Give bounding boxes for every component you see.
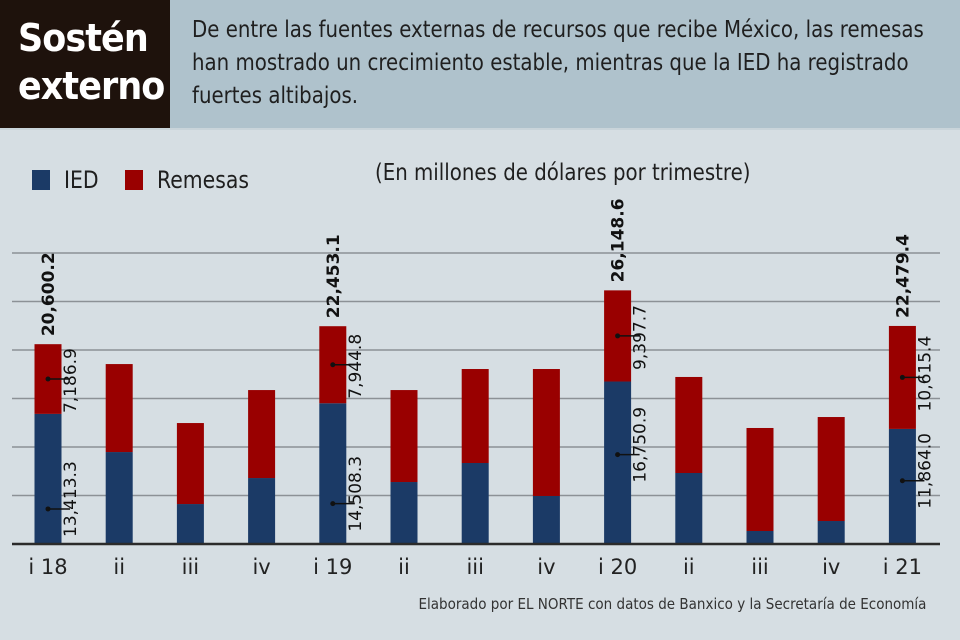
x-tick-label: ii [113, 555, 125, 579]
legend-label-remesas: Remesas [156, 166, 249, 194]
bar-ied [461, 463, 489, 544]
source-note: Elaborado por EL NORTE con datos de Banx… [417, 595, 926, 613]
title-line-2: externo [18, 64, 165, 108]
x-tick-label: i 19 [313, 555, 352, 579]
chart-title: Sostén externo [18, 14, 165, 110]
x-tick-label: iii [751, 555, 769, 579]
bar-remesas [817, 417, 845, 522]
total-value-label: 22,479.4 [893, 234, 913, 318]
remesas-value-label: 9,397.7 [631, 305, 651, 370]
bar-ied [746, 531, 774, 544]
x-tick-label: iv [252, 555, 270, 579]
bar-remesas [461, 369, 489, 464]
legend-label-ied: IED [64, 166, 99, 194]
bar-ied [817, 521, 845, 544]
bar-ied [532, 495, 560, 544]
bar-ied [319, 403, 347, 544]
x-tick-label: iii [182, 555, 200, 579]
x-tick-label: iv [537, 555, 555, 579]
x-tick-label: i 18 [28, 555, 67, 579]
x-tick-label: i 20 [598, 555, 637, 579]
bar-remesas [248, 390, 276, 479]
bar-ied [675, 472, 703, 544]
ied-value-label: 16,750.9 [631, 407, 651, 483]
chart-description: De entre las fuentes externas de recurso… [192, 17, 924, 109]
legend: IED Remesas [32, 165, 285, 195]
bar-ied [248, 478, 276, 544]
x-tick-label: iii [466, 555, 484, 579]
bar-ied [34, 413, 62, 544]
x-tick-label: iv [822, 555, 840, 579]
title-line-1: Sostén [18, 16, 149, 60]
x-tick-label: ii [398, 555, 410, 579]
ied-value-label: 11,864.0 [915, 433, 935, 509]
bar-ied [604, 381, 632, 544]
legend-swatch-ied [32, 170, 50, 190]
remesas-value-label: 10,615.4 [915, 336, 935, 412]
legend-swatch-remesas [124, 170, 143, 190]
bar-remesas [746, 427, 774, 532]
x-tick-label: ii [683, 555, 695, 579]
bar-remesas [176, 423, 204, 505]
ied-value-label: 14,508.3 [346, 456, 366, 532]
total-value-label: 20,600.2 [39, 252, 59, 336]
header-banner: Sostén externo De entre las fuentes exte… [0, 0, 960, 128]
bar-remesas [390, 390, 418, 483]
bar-ied [888, 428, 916, 544]
bar-ied [176, 504, 204, 544]
bar-ied [390, 482, 418, 544]
bar-remesas [532, 369, 560, 496]
remesas-value-label: 7,944.8 [346, 334, 366, 399]
remesas-value-label: 7,186.9 [61, 348, 81, 413]
total-value-label: 26,148.6 [609, 198, 629, 282]
bar-ied [105, 452, 133, 544]
total-value-label: 22,453.1 [324, 234, 344, 318]
chart-subtitle: (En millones de dólares por trimestre) [375, 160, 751, 186]
ied-value-label: 13,413.3 [61, 461, 81, 537]
title-box: Sostén externo [0, 0, 170, 128]
bar-remesas [675, 376, 703, 473]
header-divider [0, 128, 960, 130]
bar-remesas [105, 364, 133, 453]
x-tick-label: i 21 [883, 555, 922, 579]
